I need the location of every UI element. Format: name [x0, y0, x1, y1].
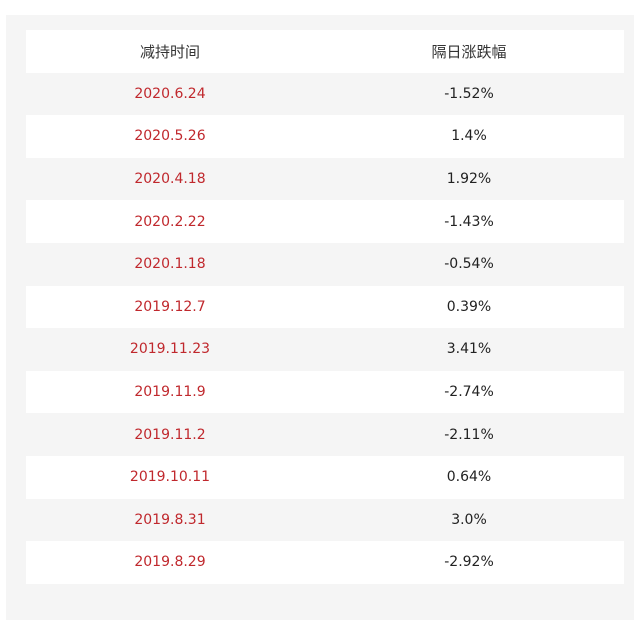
- next-day-change: -2.92%: [444, 554, 494, 571]
- next-day-change: -0.54%: [444, 256, 494, 273]
- reduction-date: 2019.12.7: [134, 298, 206, 315]
- next-day-change: 3.0%: [451, 511, 487, 528]
- reduction-date: 2019.11.9: [134, 384, 206, 401]
- table-row: 2019.12.7 0.39%: [26, 285, 624, 329]
- next-day-change: 1.92%: [446, 171, 492, 188]
- reduction-table: 减持时间 隔日涨跌幅 2020.6.24 -1.52% 2020.5.26 1.…: [26, 30, 624, 584]
- table-row: 2019.11.23 3.41%: [26, 328, 624, 371]
- next-day-change: -2.74%: [444, 384, 494, 401]
- next-day-change: -2.11%: [444, 426, 494, 443]
- next-day-change: -1.52%: [444, 85, 494, 102]
- table-row: 2020.5.26 1.4%: [26, 115, 624, 158]
- reduction-date: 2020.5.26: [134, 128, 206, 145]
- next-day-change: 0.39%: [446, 298, 492, 315]
- column-header-next-day-change: 隔日涨跌幅: [431, 42, 507, 61]
- reduction-date: 2019.11.2: [134, 426, 206, 443]
- table-header-row: 减持时间 隔日涨跌幅: [26, 30, 624, 73]
- table-row: 2019.11.2 -2.11%: [26, 413, 624, 456]
- next-day-change: 1.4%: [451, 128, 487, 145]
- table-row: 2019.8.29 -2.92%: [26, 541, 624, 584]
- next-day-change: -1.43%: [444, 213, 494, 230]
- reduction-date: 2019.8.31: [134, 511, 206, 528]
- next-day-change: 3.41%: [446, 341, 492, 358]
- reduction-date: 2020.2.22: [134, 213, 206, 230]
- table-row: 2020.2.22 -1.43%: [26, 200, 624, 243]
- reduction-date: 2020.1.18: [134, 256, 206, 273]
- reduction-date: 2019.10.11: [129, 469, 211, 486]
- table-row: 2020.1.18 -0.54%: [26, 242, 624, 286]
- table-row: 2020.4.18 1.92%: [26, 157, 624, 201]
- reduction-date: 2020.6.24: [134, 85, 206, 102]
- reduction-date: 2019.11.23: [129, 341, 211, 358]
- table-row: 2020.6.24 -1.52%: [26, 72, 624, 116]
- reduction-date: 2020.4.18: [134, 171, 206, 188]
- table-row: 2019.10.11 0.64%: [26, 455, 624, 499]
- column-header-reduction-time: 减持时间: [139, 42, 200, 61]
- reduction-date: 2019.8.29: [134, 554, 206, 571]
- table-row: 2019.11.9 -2.74%: [26, 370, 624, 414]
- next-day-change: 0.64%: [446, 469, 492, 486]
- table-row: 2019.8.31 3.0%: [26, 498, 624, 542]
